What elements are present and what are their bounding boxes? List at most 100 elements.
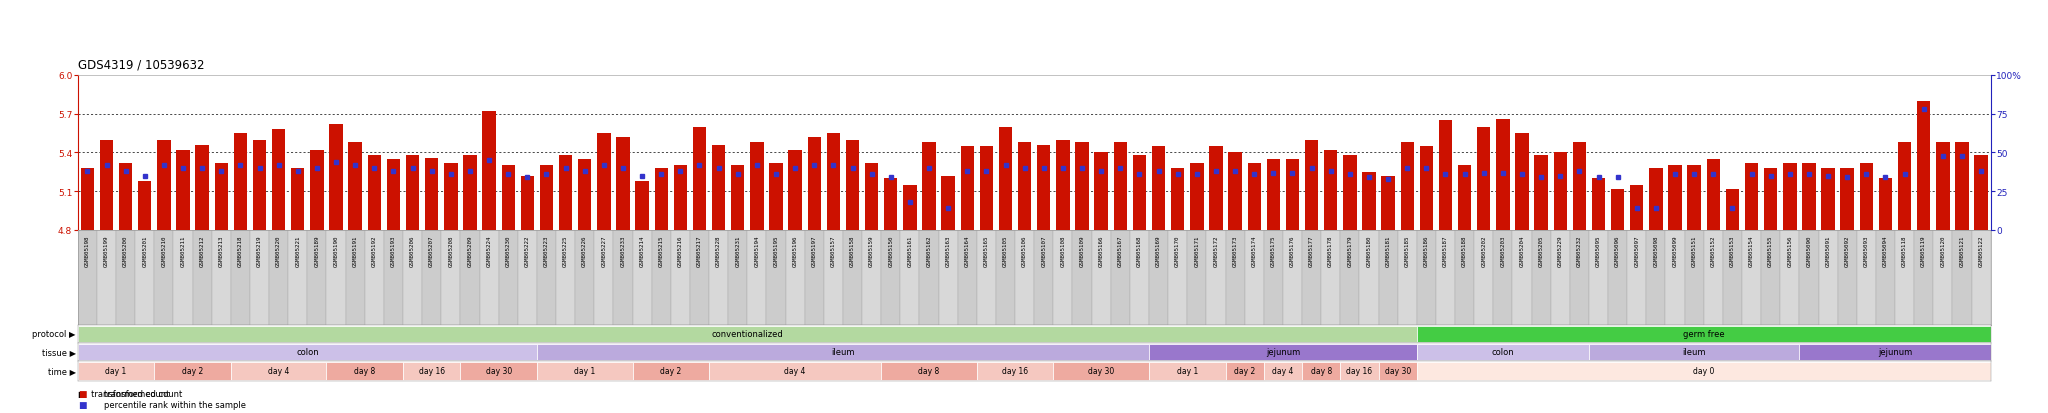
Text: day 16: day 16 [1346,367,1372,375]
Bar [1264,362,1303,380]
Text: GSM805120: GSM805120 [1939,235,1946,266]
Bar [96,230,117,325]
Bar [1550,230,1571,325]
Text: GSM805195: GSM805195 [774,235,778,266]
Bar [426,158,438,230]
Text: GSM805151: GSM805151 [1692,235,1696,266]
Bar [961,147,975,230]
Bar [807,138,821,230]
Text: GSM805216: GSM805216 [678,235,682,266]
Bar [977,362,1053,380]
Bar [827,134,840,230]
Bar [252,140,266,230]
Bar [1378,230,1397,325]
Bar [119,164,133,230]
Text: GSM805203: GSM805203 [1501,235,1505,266]
Bar [403,230,422,325]
Bar [440,230,461,325]
Text: GSM805202: GSM805202 [1481,235,1487,266]
Text: ileum: ileum [831,348,854,356]
Text: GSM805092: GSM805092 [1845,235,1849,266]
Text: GSM805177: GSM805177 [1309,235,1315,266]
Text: ■: ■ [78,400,86,409]
Bar [823,230,844,325]
Bar [154,230,174,325]
Bar [326,230,346,325]
Bar [655,169,668,230]
Bar [729,230,748,325]
Bar [215,164,227,230]
Bar [1018,143,1032,230]
Text: GSM805172: GSM805172 [1214,235,1219,266]
Bar [1837,230,1858,325]
Bar [1305,140,1319,230]
Bar [1589,230,1608,325]
Bar [1225,230,1245,325]
Bar [748,230,766,325]
Bar [709,362,881,380]
Bar [920,230,938,325]
Bar [1917,102,1931,230]
Bar [766,230,786,325]
Text: day 1: day 1 [104,367,127,375]
Bar [1554,153,1567,230]
Bar [1343,156,1356,230]
Text: GSM805175: GSM805175 [1272,235,1276,266]
Text: GSM805221: GSM805221 [295,235,301,266]
Bar [250,230,268,325]
Text: GSM805165: GSM805165 [983,235,989,266]
Bar [1053,362,1149,380]
Bar [1149,230,1167,325]
Bar [518,230,537,325]
Bar [633,230,651,325]
Bar [1149,344,1417,360]
Bar [193,230,211,325]
Text: tissue ▶: tissue ▶ [41,348,76,356]
Text: day 8: day 8 [1311,367,1331,375]
Text: GSM805194: GSM805194 [754,235,760,266]
Bar [520,176,535,230]
Bar [1802,164,1817,230]
Text: GSM805153: GSM805153 [1731,235,1735,266]
Text: GSM805174: GSM805174 [1251,235,1257,266]
Text: GSM805224: GSM805224 [487,235,492,266]
Bar [1458,166,1470,230]
Text: GSM805180: GSM805180 [1366,235,1372,266]
Bar [674,166,686,230]
Bar [174,230,193,325]
Text: GSM805166: GSM805166 [1098,235,1104,266]
Bar [78,362,154,380]
Text: GSM805223: GSM805223 [545,235,549,266]
Bar [1688,166,1700,230]
Bar [403,362,461,380]
Bar [1819,230,1837,325]
Text: GSM805218: GSM805218 [238,235,244,266]
Bar [1647,230,1665,325]
Text: GSM805157: GSM805157 [831,235,836,266]
Text: GSM805207: GSM805207 [430,235,434,266]
Bar [537,344,1149,360]
Bar [1532,230,1550,325]
Text: GSM805211: GSM805211 [180,235,186,266]
Text: percentile rank within the sample: percentile rank within the sample [104,400,246,409]
Bar [1188,230,1206,325]
Bar [537,362,633,380]
Bar [1894,230,1915,325]
Bar [1190,164,1204,230]
Bar [1878,179,1892,230]
Text: GSM805190: GSM805190 [334,235,338,266]
Bar [979,147,993,230]
Bar [483,112,496,230]
Bar [770,164,782,230]
Text: GSM805226: GSM805226 [582,235,588,266]
Bar [594,230,614,325]
Text: jejunum: jejunum [1878,348,1913,356]
Bar [1149,362,1225,380]
Bar [922,143,936,230]
Bar [1094,153,1108,230]
Text: GSM805188: GSM805188 [1462,235,1466,266]
Text: GSM805231: GSM805231 [735,235,739,266]
Bar [731,166,743,230]
Text: ■: ■ [78,389,86,399]
Text: day 4: day 4 [1272,367,1294,375]
